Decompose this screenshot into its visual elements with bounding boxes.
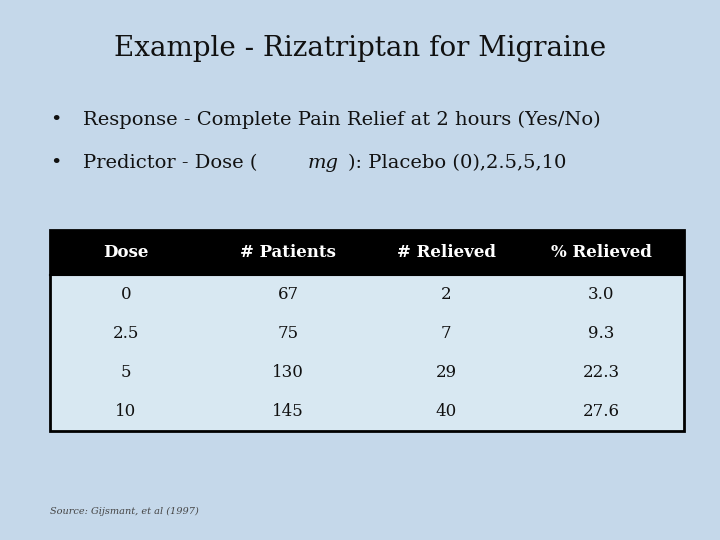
Bar bbox=[50, 230, 684, 275]
Text: 2.5: 2.5 bbox=[113, 325, 139, 342]
Text: % Relieved: % Relieved bbox=[551, 244, 652, 261]
Text: Example - Rizatriptan for Migraine: Example - Rizatriptan for Migraine bbox=[114, 35, 606, 62]
Bar bbox=[50, 230, 684, 431]
Text: 3.0: 3.0 bbox=[588, 286, 614, 303]
Text: mg: mg bbox=[308, 154, 339, 172]
Text: 22.3: 22.3 bbox=[582, 364, 620, 381]
Text: •: • bbox=[50, 111, 62, 129]
Text: 67: 67 bbox=[277, 286, 299, 303]
Text: 75: 75 bbox=[277, 325, 299, 342]
Text: 40: 40 bbox=[436, 403, 457, 420]
Text: 10: 10 bbox=[115, 403, 137, 420]
Text: 29: 29 bbox=[436, 364, 457, 381]
Text: # Patients: # Patients bbox=[240, 244, 336, 261]
Bar bbox=[50, 275, 684, 431]
Text: 130: 130 bbox=[272, 364, 304, 381]
Text: ): Placebo (0),2.5,5,10: ): Placebo (0),2.5,5,10 bbox=[348, 154, 567, 172]
Text: 9.3: 9.3 bbox=[588, 325, 614, 342]
Text: # Relieved: # Relieved bbox=[397, 244, 496, 261]
Text: •: • bbox=[50, 154, 62, 172]
Text: 0: 0 bbox=[121, 286, 131, 303]
Text: 145: 145 bbox=[272, 403, 304, 420]
Text: Response - Complete Pain Relief at 2 hours (Yes/No): Response - Complete Pain Relief at 2 hou… bbox=[83, 111, 600, 129]
Text: 2: 2 bbox=[441, 286, 451, 303]
Text: Dose: Dose bbox=[103, 244, 149, 261]
Text: Predictor - Dose (: Predictor - Dose ( bbox=[83, 154, 257, 172]
Text: 5: 5 bbox=[121, 364, 131, 381]
Text: 7: 7 bbox=[441, 325, 451, 342]
Text: 27.6: 27.6 bbox=[582, 403, 620, 420]
Text: Source: Gijsmant, et al (1997): Source: Gijsmant, et al (1997) bbox=[50, 507, 199, 516]
